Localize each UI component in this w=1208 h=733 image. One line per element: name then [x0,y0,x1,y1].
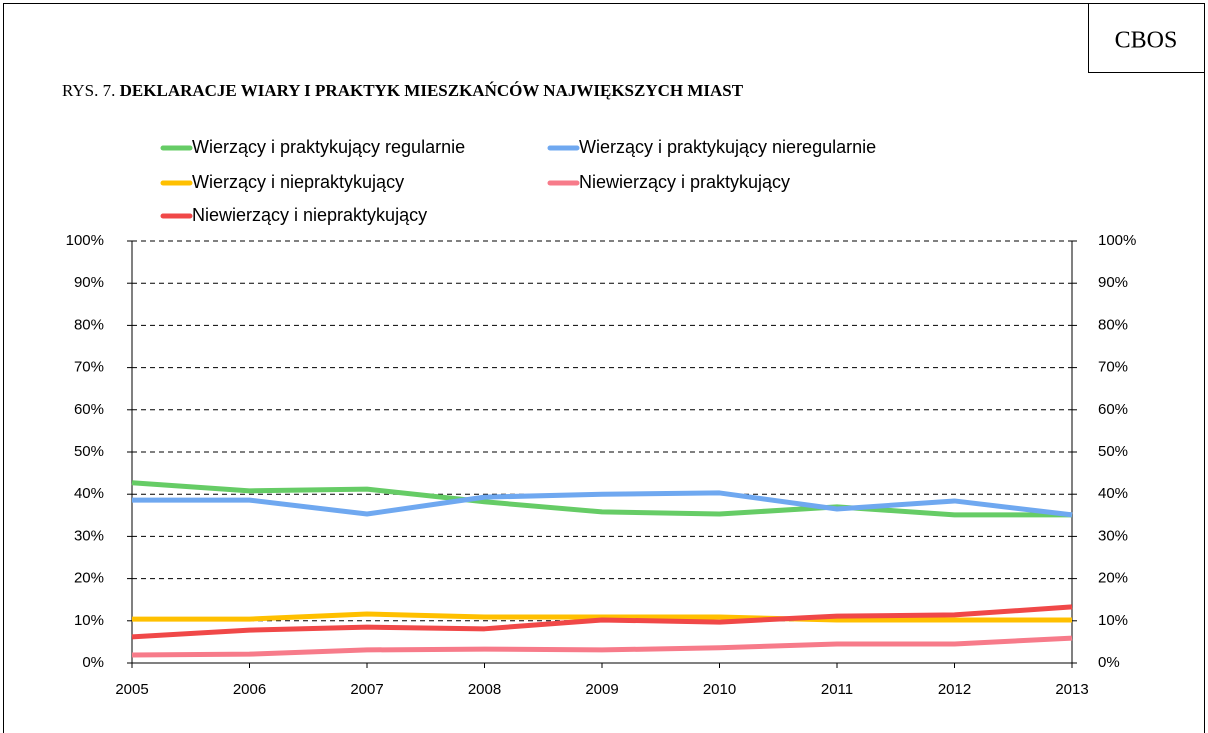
source: CBOS [1115,28,1178,54]
legend-label: Wierzący i praktykujący regularnie [192,137,465,157]
y2-tick-label: 30% [1098,527,1128,544]
series-line [132,490,1073,518]
y2-tick-label: 100% [1098,232,1136,249]
x-tick-label: 2009 [585,681,618,698]
y2-tick-label: 90% [1098,274,1128,291]
y-tick-label: 0% [82,654,104,671]
y2-tick-label: 40% [1098,485,1128,502]
y-tick-label: 30% [74,527,104,544]
legend-label: Niewierzący i praktykujący [579,172,790,192]
figure-label: RYS. 7. [62,81,115,100]
y-tick-label: 90% [74,274,104,291]
x-tick-label: 2005 [115,681,148,698]
y-tick-label: 70% [74,359,104,376]
series-line [131,480,1072,518]
y2-tick-label: 20% [1098,570,1128,587]
x-tick-label: 2010 [703,681,736,698]
source-box [1088,3,1205,73]
legend-label: Wierzący i praktykujący nieregularnie [579,137,876,157]
y-tick-label: 60% [74,401,104,418]
y2-tick-label: 50% [1098,443,1128,460]
x-tick-label: 2006 [233,681,266,698]
y2-tick-label: 10% [1098,612,1128,629]
y-tick-label: 40% [74,485,104,502]
y2-tick-label: 70% [1098,359,1128,376]
x-tick-label: 2013 [1055,681,1088,698]
series-line [132,611,1072,623]
series-line [131,635,1073,658]
y2-tick-label: 80% [1098,316,1128,333]
title: DEKLARACJE WIARY I PRAKTYK MIESZKAŃCÓW N… [120,81,744,100]
x-tick-label: 2012 [938,681,971,698]
y2-tick-label: 0% [1098,654,1120,671]
legend-label: Niewierzący i niepraktykujący [192,205,427,225]
x-tick-label: 2011 [821,681,853,698]
y-tick-label: 10% [74,612,104,629]
y-tick-label: 100% [66,232,104,249]
page-frame [3,3,1205,733]
x-tick-label: 2008 [468,681,501,698]
series-line [131,604,1073,640]
x-tick-label: 2007 [350,681,383,698]
y-tick-label: 80% [74,316,104,333]
legend-label: Wierzący i niepraktykujący [192,172,404,192]
y-tick-label: 50% [74,443,104,460]
y2-tick-label: 60% [1098,401,1128,418]
chart-title: RYS. 7. DEKLARACJE WIARY I PRAKTYK MIESZ… [62,81,744,100]
y-tick-label: 20% [74,570,104,587]
